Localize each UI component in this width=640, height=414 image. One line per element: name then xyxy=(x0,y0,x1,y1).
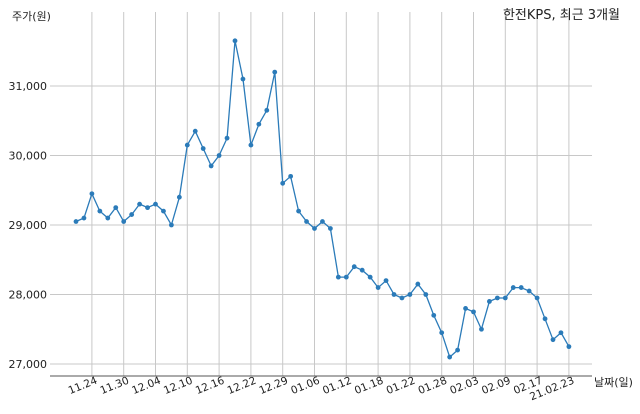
grid-lines xyxy=(50,12,592,376)
data-point xyxy=(312,226,317,231)
data-point xyxy=(415,281,421,287)
data-point xyxy=(176,194,182,200)
data-point xyxy=(526,288,532,294)
data-point xyxy=(264,107,270,113)
data-point xyxy=(81,215,87,221)
data-point xyxy=(89,191,95,197)
data-point xyxy=(216,153,222,158)
data-point xyxy=(351,264,357,270)
data-point xyxy=(534,295,540,301)
x-axis-label: 날짜(일) xyxy=(594,375,633,389)
data-point xyxy=(558,330,564,336)
data-point xyxy=(208,163,214,169)
data-point xyxy=(359,267,365,273)
x-tick-label: 02.03 xyxy=(448,375,480,397)
price-data-points xyxy=(73,38,572,360)
data-point xyxy=(192,128,198,134)
data-point xyxy=(145,205,150,211)
data-point xyxy=(494,295,500,301)
data-point xyxy=(550,337,556,343)
x-tick-label: 12.04 xyxy=(130,375,163,398)
data-point xyxy=(542,316,548,322)
chart-title: 한전KPS, 최근 3개월 xyxy=(503,8,620,23)
data-point xyxy=(375,285,381,290)
data-point xyxy=(407,292,413,297)
data-point xyxy=(479,326,484,332)
x-tick-label: 12.10 xyxy=(162,375,194,397)
data-point xyxy=(169,222,174,228)
x-tick-label: 12.22 xyxy=(226,375,258,397)
data-point xyxy=(256,121,262,127)
data-point xyxy=(73,219,79,224)
x-tick-label: 11.24 xyxy=(67,375,100,398)
y-tick-label: 28,000 xyxy=(9,289,48,302)
data-point xyxy=(272,69,278,75)
y-tick-label: 27,000 xyxy=(9,358,48,371)
x-tick-label: 01.12 xyxy=(321,375,353,397)
data-point xyxy=(471,309,476,315)
data-point xyxy=(240,76,246,82)
x-tick-labels: 11.24 11.30 12.04 12.10 12.16 12.22 12.29 01.06… xyxy=(67,375,576,404)
data-point xyxy=(248,142,254,148)
data-point xyxy=(391,292,397,297)
data-point xyxy=(113,205,119,211)
data-point xyxy=(232,38,238,44)
data-point xyxy=(288,173,294,179)
data-point xyxy=(518,285,524,290)
data-point xyxy=(296,208,301,214)
data-point xyxy=(280,180,286,186)
y-axis-label: 주가(원) xyxy=(12,10,51,23)
data-point xyxy=(463,306,468,311)
data-point xyxy=(200,146,206,151)
data-point xyxy=(320,219,325,224)
x-tick-label: 01.22 xyxy=(385,375,417,397)
data-point xyxy=(105,215,111,221)
data-point xyxy=(343,274,349,280)
data-point xyxy=(97,208,103,214)
data-point xyxy=(184,142,190,148)
x-tick-label: 01.28 xyxy=(416,375,448,397)
y-tick-label: 30,000 xyxy=(9,150,48,163)
data-point xyxy=(502,295,508,301)
data-point xyxy=(367,274,373,280)
x-tick-label: 01.06 xyxy=(289,375,322,398)
data-point xyxy=(224,135,230,141)
data-point xyxy=(431,312,437,318)
data-point xyxy=(566,344,572,350)
data-point xyxy=(383,278,389,283)
data-point xyxy=(399,295,405,301)
data-point xyxy=(328,226,333,231)
data-point xyxy=(137,201,143,207)
data-point xyxy=(455,347,460,353)
data-point xyxy=(335,274,341,280)
data-point xyxy=(439,330,445,336)
data-point xyxy=(121,219,127,224)
x-tick-label: 11.30 xyxy=(98,375,130,397)
data-point xyxy=(510,285,516,290)
x-tick-label: 01.18 xyxy=(353,375,385,397)
data-point xyxy=(304,219,309,224)
data-point xyxy=(423,292,429,297)
x-tick-label: 12.29 xyxy=(257,375,289,397)
y-tick-label: 29,000 xyxy=(9,219,48,232)
data-point xyxy=(447,354,453,360)
data-point xyxy=(487,299,492,304)
data-point xyxy=(153,201,158,207)
y-tick-labels: 27,000 28,000 29,000 30,000 31,000 xyxy=(9,80,48,371)
y-tick-label: 31,000 xyxy=(9,80,48,93)
x-tick-label: 02.09 xyxy=(480,375,512,397)
x-tick-label: 12.16 xyxy=(194,375,227,398)
price-series-line xyxy=(75,40,570,359)
data-point xyxy=(129,212,135,217)
data-point xyxy=(161,208,166,214)
